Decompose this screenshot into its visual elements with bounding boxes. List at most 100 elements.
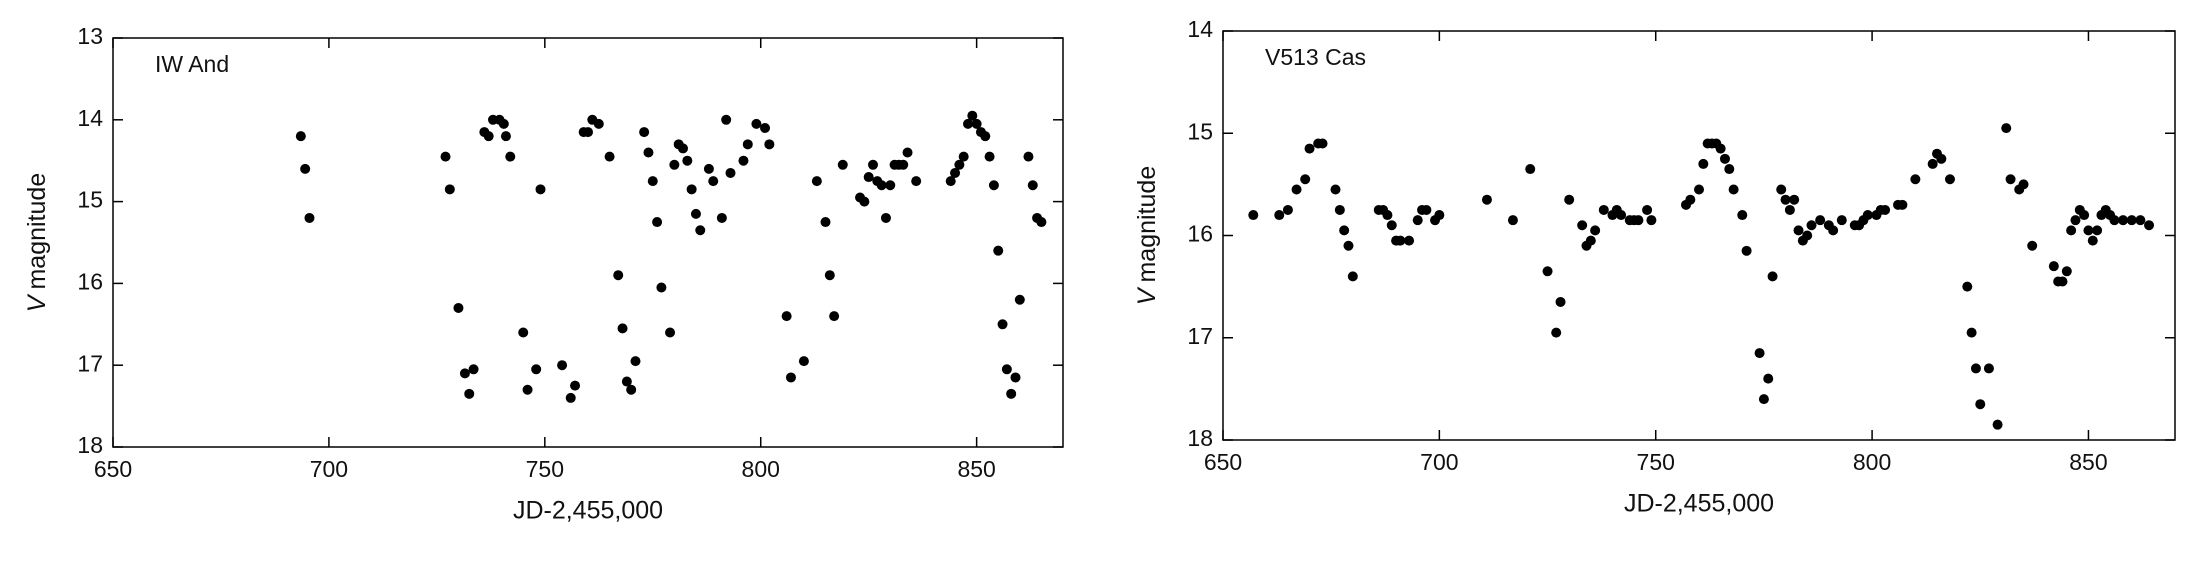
data-point <box>898 159 909 170</box>
data-point <box>1927 158 1938 169</box>
data-point <box>1910 174 1921 185</box>
data-point <box>1036 217 1047 228</box>
data-point <box>2109 215 2120 226</box>
data-point <box>1728 184 1739 195</box>
data-point <box>1780 194 1791 205</box>
data-point <box>1395 235 1406 246</box>
data-point <box>1010 372 1021 383</box>
plot-frame <box>1222 30 2176 441</box>
data-point <box>824 270 835 281</box>
data-point <box>911 176 922 187</box>
data-point <box>1737 210 1748 221</box>
data-point <box>1291 184 1302 195</box>
data-point <box>1763 373 1774 384</box>
data-point <box>1282 204 1293 215</box>
y-tick-label: 18 <box>77 432 103 458</box>
data-point <box>993 245 1004 256</box>
data-point <box>984 151 995 162</box>
data-point <box>1421 204 1432 215</box>
data-point <box>2070 215 2081 226</box>
data-point <box>444 184 455 195</box>
data-point <box>1944 174 1955 185</box>
data-point <box>505 151 516 162</box>
data-point <box>464 388 475 399</box>
data-point <box>781 311 792 322</box>
data-point <box>2057 276 2068 287</box>
x-axis-label: JD-2,455,000 <box>513 497 663 525</box>
data-point <box>617 323 628 334</box>
data-point <box>1347 271 1358 282</box>
data-point <box>2001 123 2012 134</box>
data-point <box>500 131 511 142</box>
annotation: IW And <box>155 51 229 77</box>
data-point <box>626 384 637 395</box>
x-tick-label: 700 <box>1420 449 1458 475</box>
data-point <box>885 180 896 191</box>
data-point <box>652 217 663 228</box>
data-point <box>1339 225 1350 236</box>
data-point <box>785 372 796 383</box>
data-point <box>2079 210 2090 221</box>
data-point <box>980 131 991 142</box>
x-tick-label: 800 <box>742 456 780 482</box>
data-point <box>2061 266 2072 277</box>
data-point <box>295 131 306 142</box>
annotation: V513 Cas <box>1265 44 1366 70</box>
data-point <box>1382 210 1393 221</box>
data-point <box>1767 271 1778 282</box>
data-point <box>764 139 775 150</box>
y-axis-text: magnitude <box>23 173 51 290</box>
data-point <box>1962 281 1973 292</box>
data-point <box>630 356 641 367</box>
data-point <box>570 380 581 391</box>
data-point <box>453 302 464 313</box>
panel: 650 700 750 800 850 14 15 16 17 18 JD-2,455,000 Vma… <box>1133 16 2176 518</box>
x-tick-label: 850 <box>957 456 995 482</box>
data-point <box>859 196 870 207</box>
data-point <box>440 151 451 162</box>
data-point <box>1758 394 1769 405</box>
data-point <box>798 356 809 367</box>
x-tick-label: 650 <box>1204 449 1242 475</box>
data-point <box>1404 235 1415 246</box>
data-point <box>958 151 969 162</box>
data-point <box>1802 230 1813 241</box>
y-tick-label: 14 <box>77 105 103 131</box>
data-point <box>1966 327 1977 338</box>
data-point <box>708 176 719 187</box>
data-point <box>1555 296 1566 307</box>
data-point <box>639 127 650 138</box>
data-point <box>1642 204 1653 215</box>
data-point <box>1992 419 2003 430</box>
data-point <box>1983 363 1994 374</box>
data-point <box>1754 348 1765 359</box>
data-point <box>583 127 593 138</box>
data-point <box>1300 174 1311 185</box>
data-point <box>1330 184 1341 195</box>
data-point <box>2087 235 2098 246</box>
data-point <box>967 110 978 121</box>
data-point <box>621 376 632 387</box>
data-point <box>820 217 831 228</box>
data-point <box>1616 210 1627 221</box>
data-point <box>1789 194 1800 205</box>
data-point <box>1304 143 1315 154</box>
data-point <box>1828 225 1839 236</box>
data-point <box>1014 294 1025 305</box>
data-point <box>1343 240 1354 251</box>
data-point <box>1836 215 1847 226</box>
data-point <box>300 163 311 174</box>
data-point <box>459 368 470 379</box>
data-point <box>1274 210 1285 221</box>
data-point <box>483 131 494 142</box>
data-point <box>902 147 913 158</box>
y-axis-symbol: V <box>23 293 51 312</box>
data-point <box>522 384 533 395</box>
data-point <box>647 176 658 187</box>
data-point <box>863 172 874 183</box>
data-point <box>2144 220 2155 231</box>
data-point <box>1724 164 1735 175</box>
data-point <box>2135 215 2146 226</box>
data-point <box>742 139 753 150</box>
data-point <box>1590 225 1601 236</box>
